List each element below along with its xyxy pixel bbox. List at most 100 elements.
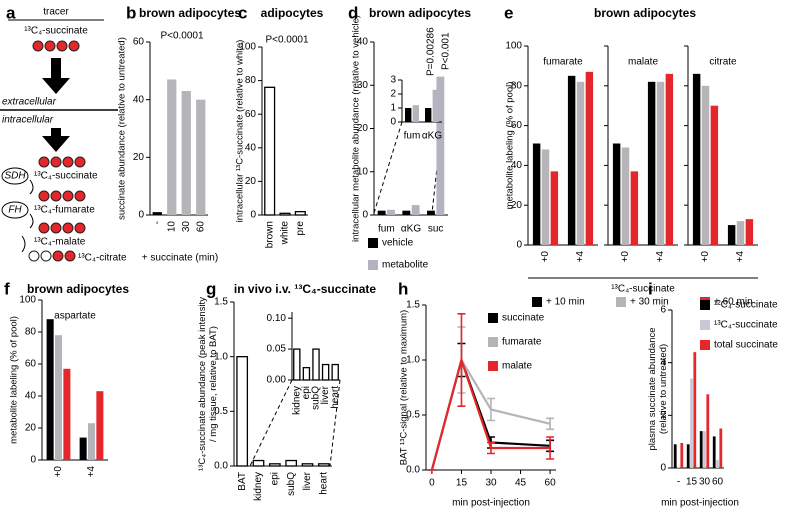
x-tick-label: +0 xyxy=(700,251,711,263)
y-tick-label: 40 xyxy=(511,160,523,171)
y-tick-label: 1.5 xyxy=(214,297,228,308)
bar xyxy=(87,423,96,460)
bar xyxy=(167,79,177,215)
x-tick-label: 30 xyxy=(485,478,497,489)
subplot-title: aspartate xyxy=(54,311,96,322)
y-tick-label: 0.05 xyxy=(267,344,287,355)
x-tick-label: heart xyxy=(318,472,329,495)
y-tick-label: 0 xyxy=(250,210,256,221)
x-tick-label: kidney xyxy=(291,386,302,415)
x-tick-label: fum xyxy=(378,224,395,235)
bar xyxy=(719,428,723,468)
line xyxy=(430,356,551,471)
bar xyxy=(252,459,265,467)
compartment-label: intracellular xyxy=(2,115,54,126)
bar xyxy=(585,71,594,246)
y-tick-label: 60 xyxy=(511,120,523,131)
y-axis-label: plasma succinate abundance xyxy=(647,327,658,450)
legend-swatch xyxy=(616,297,626,307)
y-tick-label: 1.0 xyxy=(214,351,228,362)
x-tick-label: pre xyxy=(295,221,306,236)
error-bar xyxy=(487,441,495,455)
legend-label: + 60 min xyxy=(714,297,753,308)
compartment-label: extracellular xyxy=(2,97,57,108)
x-tick-label: +0 xyxy=(540,251,551,263)
y-tick-label: 60 xyxy=(133,37,145,48)
bar xyxy=(236,356,249,467)
y-axis-label: metabolite labeling (% of pool) xyxy=(9,316,20,444)
bar xyxy=(701,85,710,245)
legend-swatch xyxy=(368,238,378,248)
bar xyxy=(181,91,191,215)
legend-swatch xyxy=(700,340,710,350)
annotation: P=0.00286 xyxy=(426,27,437,76)
x-tick-label: kidney xyxy=(253,472,264,501)
y-tick-label: 100 xyxy=(239,42,256,53)
legend-label: ¹²C₄-succinate xyxy=(714,300,778,311)
bar xyxy=(268,463,281,467)
x-tick-label: +0 xyxy=(53,466,64,478)
bar xyxy=(412,105,419,122)
legend-label: + 30 min xyxy=(630,297,669,308)
bar xyxy=(294,210,306,216)
chart-title: brown adipocytes xyxy=(594,6,696,20)
x-tick-label: epi xyxy=(301,386,312,399)
x-tick-label: 30 xyxy=(699,477,711,488)
x-tick-label: liver xyxy=(320,385,331,404)
bar xyxy=(427,210,435,215)
x-tick-label: brown xyxy=(264,221,275,248)
y-tick-label: 6 xyxy=(660,305,666,316)
y-tick-label: 80 xyxy=(245,75,257,86)
subplot-title: citrate xyxy=(709,57,737,68)
bar xyxy=(712,436,716,468)
chart-title: brown adipocytes xyxy=(139,6,241,20)
y-tick-label: 10 xyxy=(357,166,369,177)
x-tick-label: suc xyxy=(428,224,444,235)
bar xyxy=(402,210,411,215)
bar xyxy=(621,147,630,245)
bar xyxy=(693,352,697,468)
legend-label: vehicle xyxy=(382,238,414,249)
x-tick-label: 15 xyxy=(686,477,698,488)
y-tick-label: 60 xyxy=(245,109,257,120)
bar xyxy=(576,81,585,245)
bar xyxy=(377,210,386,215)
bar xyxy=(710,105,719,245)
x-tick-label: +4 xyxy=(735,251,746,263)
annotation: P<0.001 xyxy=(441,32,452,70)
y-tick-label: 30 xyxy=(357,80,369,91)
bar xyxy=(727,225,736,245)
bar xyxy=(279,212,291,216)
y-tick-label: 60 xyxy=(25,359,37,370)
bar xyxy=(745,219,754,245)
x-tick-label: 10 xyxy=(166,221,177,233)
y-tick-label: 1.0 xyxy=(406,355,420,366)
y-tick-label: 0.0 xyxy=(406,465,420,476)
bar xyxy=(692,73,701,245)
subplot-title: fumarate xyxy=(543,57,583,68)
bar xyxy=(152,212,162,215)
bar xyxy=(673,444,677,468)
bar xyxy=(63,368,71,460)
y-tick-label: 80 xyxy=(511,80,523,91)
x-tick-label: αKG xyxy=(422,131,442,142)
y-tick-label: 2 xyxy=(660,410,666,421)
enzyme xyxy=(1,201,29,219)
legend-label: + 10 min xyxy=(546,297,585,308)
legend-swatch xyxy=(532,297,542,307)
bar xyxy=(706,394,710,468)
panel-letter: d xyxy=(348,3,358,22)
legend-swatch xyxy=(700,300,710,310)
y-tick-label: 100 xyxy=(505,41,522,52)
panel-letter: a xyxy=(6,3,16,22)
y-tick-label: 40 xyxy=(25,391,37,402)
metabolite-label: ¹³C₄-citrate xyxy=(78,253,127,264)
bar xyxy=(321,363,330,381)
bar xyxy=(736,221,745,245)
legend-swatch xyxy=(368,260,378,270)
y-tick-label: 0 xyxy=(516,240,522,251)
reaction-arrow xyxy=(21,179,34,253)
panel-letter: e xyxy=(504,3,513,22)
panel-letter: c xyxy=(238,3,247,22)
